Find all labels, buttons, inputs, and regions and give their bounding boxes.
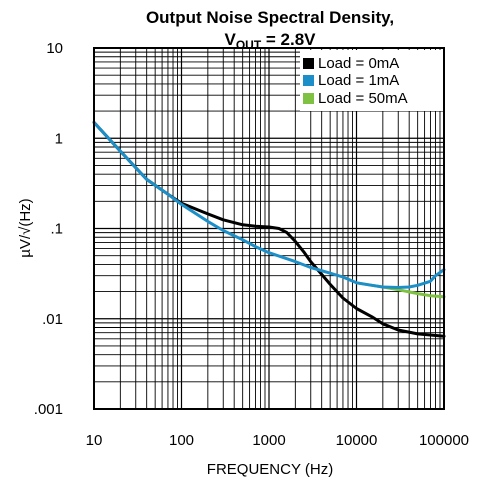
title-subscript: OUT [236, 38, 262, 52]
x-tick-label: 1000 [252, 432, 285, 449]
series-line-1 [92, 120, 446, 289]
title-background [100, 3, 430, 47]
legend-background [300, 50, 445, 111]
title-line-2: VOUT = 2.8V [224, 30, 316, 52]
legend-swatch-50mA [303, 93, 314, 104]
plot-frame [93, 47, 445, 410]
title-value: = 2.8V [261, 30, 316, 49]
legend-swatch-1mA [303, 75, 314, 86]
y-tick-label: .001 [34, 401, 63, 418]
x-axis-label: FREQUENCY (Hz) [207, 461, 333, 478]
y-tick-label: .01 [42, 311, 63, 328]
y-tick-label: 10 [46, 40, 63, 57]
x-tick-label: 10 [86, 432, 103, 449]
x-tick-label: 100 [169, 432, 194, 449]
y-tick-label: .1 [50, 221, 63, 238]
legend-swatch-0mA [303, 58, 314, 69]
y-axis-label: µV/√(Hz) [17, 198, 34, 257]
grid-lines [94, 48, 444, 409]
title-v: V [224, 30, 236, 49]
data-curves [92, 120, 446, 338]
legend-label-50mA: Load = 50mA [318, 90, 408, 107]
x-tick-label: 10000 [336, 432, 378, 449]
x-tick-label: 100000 [419, 432, 469, 449]
legend: Load = 0mA Load = 1mA Load = 50mA [300, 50, 445, 111]
tick-labels: 10 100 1000 10000 100000 .001 .01 .1 1 10 [34, 40, 469, 449]
chart-title: Output Noise Spectral Density, VOUT = 2.… [100, 3, 430, 52]
legend-label-0mA: Load = 0mA [318, 55, 399, 72]
y-tick-label: 1 [55, 130, 63, 147]
legend-label-1mA: Load = 1mA [318, 72, 399, 89]
title-line-1: Output Noise Spectral Density, [146, 8, 394, 27]
